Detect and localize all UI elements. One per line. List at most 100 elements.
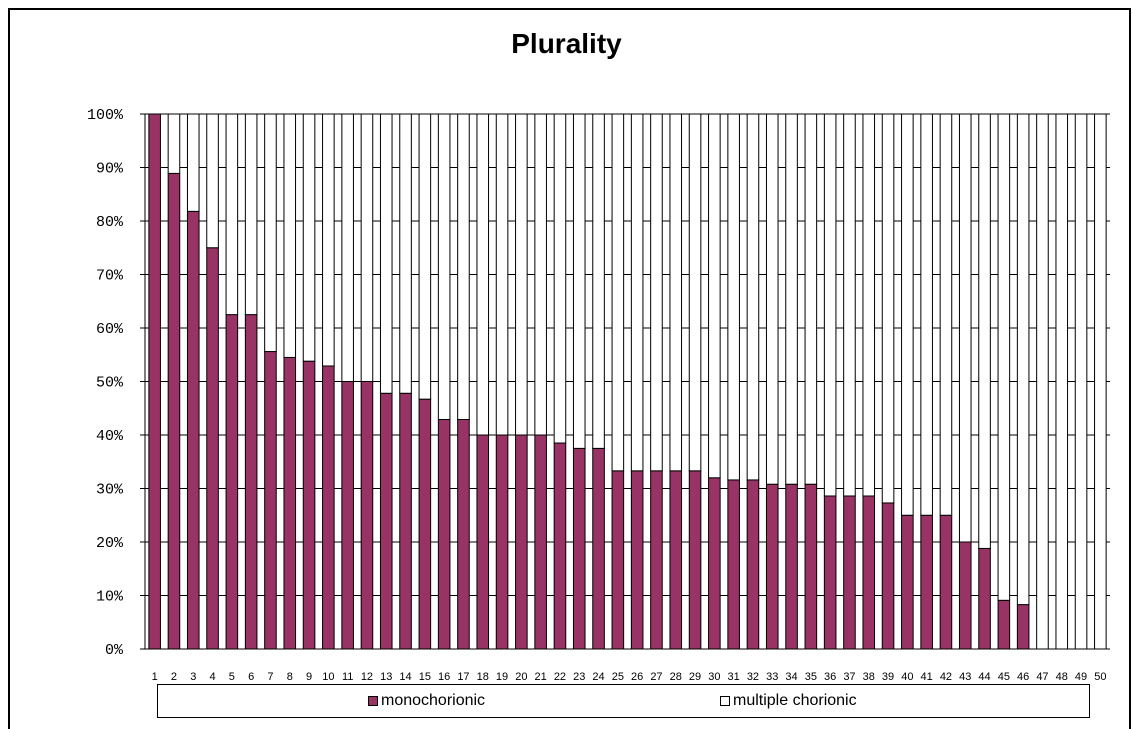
bar-multiple-chorionic bbox=[399, 113, 412, 394]
bar-monochorionic bbox=[244, 314, 258, 650]
bar-monochorionic bbox=[302, 360, 316, 650]
bar-multiple-chorionic bbox=[225, 113, 239, 316]
x-tick-label: 27 bbox=[650, 671, 662, 683]
bar-monochorionic bbox=[862, 495, 876, 650]
bar-multiple-chorionic bbox=[843, 113, 856, 497]
legend-swatch-multiple-chorionic bbox=[720, 696, 730, 706]
legend: monochorionic multiple chorionic bbox=[157, 684, 1090, 718]
legend-label-multiple-chorionic: multiple chorionic bbox=[733, 692, 857, 709]
bar-multiple-chorionic bbox=[920, 113, 933, 516]
bar-monochorionic bbox=[920, 514, 933, 650]
x-tick-label: 50 bbox=[1094, 671, 1106, 683]
bar-multiple-chorionic bbox=[1094, 113, 1107, 650]
x-tick-label: 14 bbox=[399, 671, 411, 683]
x-tick-label: 13 bbox=[380, 671, 392, 683]
x-tick-label: 12 bbox=[361, 671, 373, 683]
x-tick-label: 35 bbox=[805, 671, 817, 683]
bar-multiple-chorionic bbox=[515, 113, 528, 436]
bar-monochorionic bbox=[322, 365, 335, 650]
x-tick-label: 47 bbox=[1036, 671, 1048, 683]
bar-multiple-chorionic bbox=[341, 113, 354, 382]
bar-multiple-chorionic bbox=[823, 113, 837, 497]
x-tick-label: 16 bbox=[438, 671, 450, 683]
bar-multiple-chorionic bbox=[206, 113, 219, 249]
x-tick-label: 26 bbox=[631, 671, 643, 683]
bar-multiple-chorionic bbox=[534, 113, 547, 436]
x-tick-label: 49 bbox=[1075, 671, 1087, 683]
bar-multiple-chorionic bbox=[650, 113, 663, 472]
x-tick-label: 30 bbox=[708, 671, 720, 683]
bar-monochorionic bbox=[437, 418, 451, 650]
chart-title: Plurality bbox=[511, 28, 622, 59]
x-tick-label: 17 bbox=[457, 671, 469, 683]
x-tick-label: 15 bbox=[419, 671, 431, 683]
bar-multiple-chorionic bbox=[708, 113, 721, 479]
bar-multiple-chorionic bbox=[186, 113, 200, 212]
x-tick-label: 24 bbox=[592, 671, 604, 683]
bar-multiple-chorionic bbox=[476, 113, 490, 436]
legend-swatch-monochorionic bbox=[368, 696, 378, 706]
bar-monochorionic bbox=[476, 434, 490, 650]
bar-multiple-chorionic bbox=[862, 113, 876, 497]
bar-monochorionic bbox=[939, 514, 953, 650]
chart-frame bbox=[8, 8, 1131, 729]
x-tick-label: 28 bbox=[670, 671, 682, 683]
bar-multiple-chorionic bbox=[630, 113, 644, 472]
bar-multiple-chorionic bbox=[244, 113, 258, 316]
bar-monochorionic bbox=[457, 418, 470, 650]
legend-label-monochorionic: monochorionic bbox=[381, 692, 486, 709]
x-tick-label: 36 bbox=[824, 671, 836, 683]
x-tick-label: 22 bbox=[554, 671, 566, 683]
y-tick-label: 60% bbox=[96, 321, 124, 338]
x-tick-label: 4 bbox=[209, 671, 215, 683]
x-tick-label: 9 bbox=[306, 671, 312, 683]
x-tick-label: 42 bbox=[940, 671, 952, 683]
bar-multiple-chorionic bbox=[804, 113, 818, 485]
bar-multiple-chorionic bbox=[688, 113, 702, 472]
bar-monochorionic bbox=[418, 398, 432, 650]
bar-multiple-chorionic bbox=[1055, 113, 1069, 650]
bar-multiple-chorionic bbox=[746, 113, 760, 481]
x-tick-label: 43 bbox=[959, 671, 971, 683]
x-tick-label: 8 bbox=[287, 671, 293, 683]
bar-monochorionic bbox=[592, 447, 605, 650]
bar-multiple-chorionic bbox=[322, 113, 335, 367]
x-tick-label: 34 bbox=[785, 671, 797, 683]
bar-multiple-chorionic bbox=[457, 113, 470, 420]
bar-monochorionic bbox=[515, 434, 528, 650]
x-tick-label: 19 bbox=[496, 671, 508, 683]
x-tick-label: 6 bbox=[248, 671, 254, 683]
bar-monochorionic bbox=[997, 599, 1011, 650]
x-tick-label: 32 bbox=[747, 671, 759, 683]
bar-multiple-chorionic bbox=[302, 113, 316, 362]
bar-multiple-chorionic bbox=[958, 113, 972, 543]
y-tick-label: 70% bbox=[96, 268, 124, 285]
x-tick-label: 1 bbox=[152, 671, 158, 683]
x-tick-label: 18 bbox=[477, 671, 489, 683]
bar-multiple-chorionic bbox=[167, 113, 181, 174]
bar-monochorionic bbox=[360, 381, 374, 650]
bar-monochorionic bbox=[978, 547, 991, 650]
legend-item-multiple-chorionic: multiple chorionic bbox=[720, 692, 857, 710]
bar-monochorionic bbox=[843, 495, 856, 650]
bar-monochorionic bbox=[785, 483, 798, 650]
bar-monochorionic bbox=[901, 514, 914, 650]
bar-multiple-chorionic bbox=[765, 113, 779, 485]
x-tick-label: 20 bbox=[515, 671, 527, 683]
bar-multiple-chorionic bbox=[1036, 113, 1049, 650]
bar-multiple-chorionic bbox=[572, 113, 586, 449]
bar-monochorionic bbox=[148, 113, 161, 650]
bar-monochorionic bbox=[669, 470, 683, 650]
x-tick-label: 10 bbox=[322, 671, 334, 683]
y-tick-label: 80% bbox=[96, 214, 124, 231]
x-tick-label: 2 bbox=[171, 671, 177, 683]
bar-multiple-chorionic bbox=[379, 113, 393, 394]
bar-monochorionic bbox=[688, 470, 702, 650]
bar-multiple-chorionic bbox=[611, 113, 625, 472]
x-tick-label: 3 bbox=[190, 671, 196, 683]
x-tick-label: 39 bbox=[882, 671, 894, 683]
bar-monochorionic bbox=[630, 470, 644, 650]
x-tick-label: 48 bbox=[1056, 671, 1068, 683]
x-tick-label: 29 bbox=[689, 671, 701, 683]
